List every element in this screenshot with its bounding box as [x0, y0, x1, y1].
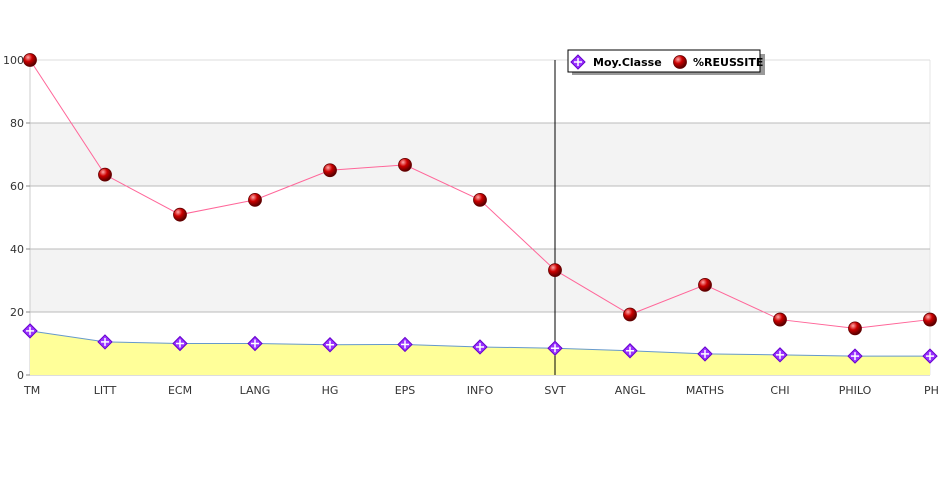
gridlines [26, 59, 931, 376]
legend-ball-marker [673, 55, 687, 69]
legend: Moy.Classe %REUSSITE [567, 49, 765, 75]
moy-classe-point [547, 340, 563, 356]
legend-diamond-icon [570, 54, 586, 70]
x-tick-label: ANGL [615, 384, 646, 397]
reussite-point [173, 207, 187, 222]
reussite-point [773, 312, 787, 327]
x-tick-label: LANG [240, 384, 271, 397]
x-tick-label: LITT [94, 384, 117, 397]
legend-ball-icon [673, 55, 687, 69]
moy-classe-point [22, 323, 38, 339]
x-tick-label: MATHS [686, 384, 724, 397]
moy-classe-point [772, 347, 788, 363]
reussite-point [323, 163, 337, 178]
x-tick-label: INFO [467, 384, 494, 397]
moy-classe-point [622, 343, 638, 359]
reussite-point [848, 321, 862, 336]
legend-label-reussite: %REUSSITE [693, 56, 763, 69]
grid-band [30, 123, 930, 186]
reussite-point [698, 278, 712, 292]
series-markers [22, 53, 938, 364]
x-axis: TM LITT ECM LANG HG EPS INFO SVT ANGL MATHS CHI PHI… [23, 384, 939, 397]
legend-label-moy-classe: Moy.Classe [593, 56, 662, 69]
moy-classe-point [847, 348, 863, 364]
x-tick-label: PHILO [839, 384, 872, 397]
moy-classe-point [397, 336, 413, 353]
reussite-point [548, 263, 562, 278]
reussite-point [923, 312, 937, 327]
moy-classe-point [922, 348, 938, 364]
grid-bands [30, 123, 930, 312]
x-tick-label: CHI [770, 384, 789, 397]
moy-classe-point [322, 337, 338, 353]
legend-diamond-marker [570, 54, 586, 70]
reussite-point [98, 167, 112, 182]
x-tick-label: PH [924, 384, 939, 397]
moy-classe-point [697, 346, 713, 362]
moy-classe-point [97, 334, 113, 350]
grid-band [30, 249, 930, 312]
y-tick-label: 80 [10, 117, 24, 130]
moy-classe-point [472, 339, 488, 355]
x-tick-label: ECM [168, 384, 192, 397]
y-tick-label: 100 [3, 54, 24, 67]
x-tick-label: EPS [395, 384, 416, 397]
x-tick-label: SVT [544, 384, 566, 397]
moy-classe-point [247, 335, 263, 352]
y-tick-label: 60 [10, 180, 24, 193]
y-tick-label: 0 [17, 369, 24, 382]
y-tick-label: 40 [10, 243, 24, 256]
reussite-point [398, 157, 412, 172]
reussite-point [248, 192, 262, 207]
legend-box [567, 49, 761, 73]
y-tick-label: 20 [10, 306, 24, 319]
reussite-point [473, 192, 487, 207]
reussite-point [23, 53, 37, 67]
y-axis: 0 20 40 60 80 100 [3, 54, 24, 382]
x-tick-label: HG [322, 384, 339, 397]
reussite-point [623, 307, 637, 322]
moy-classe-point [172, 335, 188, 352]
x-tick-label: TM [23, 384, 40, 397]
